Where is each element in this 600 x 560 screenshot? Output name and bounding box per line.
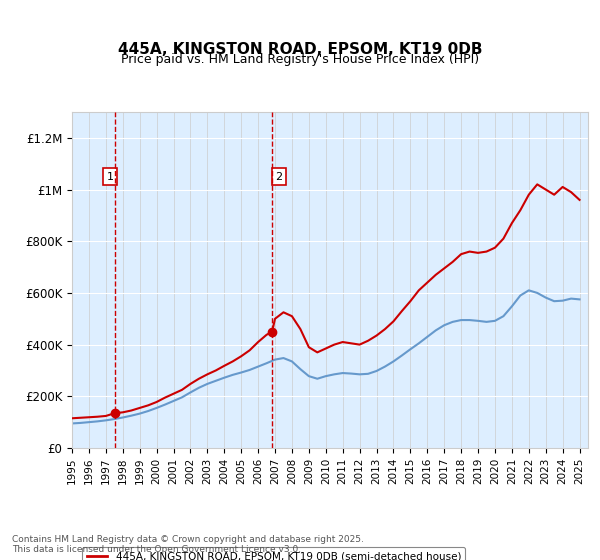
Text: Contains HM Land Registry data © Crown copyright and database right 2025.
This d: Contains HM Land Registry data © Crown c… <box>12 535 364 554</box>
Text: 2: 2 <box>275 171 283 181</box>
Text: 445A, KINGSTON ROAD, EPSOM, KT19 0DB: 445A, KINGSTON ROAD, EPSOM, KT19 0DB <box>118 42 482 57</box>
Text: 1: 1 <box>106 171 113 181</box>
Text: Price paid vs. HM Land Registry's House Price Index (HPI): Price paid vs. HM Land Registry's House … <box>121 53 479 66</box>
Legend: 445A, KINGSTON ROAD, EPSOM, KT19 0DB (semi-detached house), HPI: Average price, : 445A, KINGSTON ROAD, EPSOM, KT19 0DB (se… <box>82 547 466 560</box>
